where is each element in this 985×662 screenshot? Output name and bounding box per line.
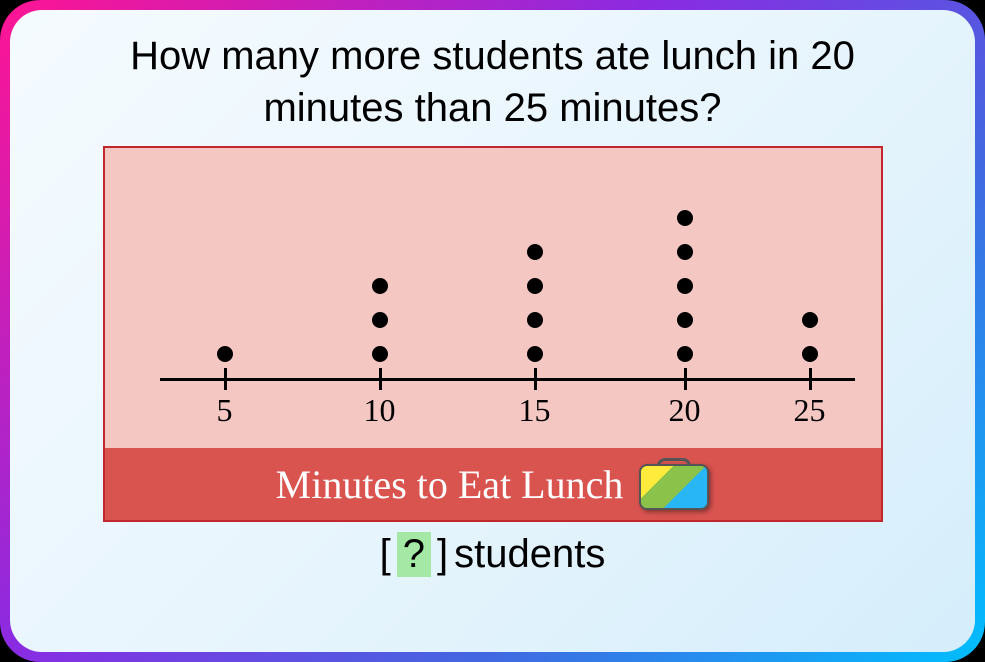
answer-input-slot[interactable]: ? — [397, 532, 431, 577]
data-dot — [527, 346, 543, 362]
outer-gradient-frame: How many more students ate lunch in 20 m… — [0, 0, 985, 662]
data-dot — [527, 244, 543, 260]
axis-tick-label: 25 — [794, 392, 826, 429]
bracket-close: ] — [437, 532, 448, 577]
card: How many more students ate lunch in 20 m… — [10, 10, 975, 652]
data-dot — [802, 312, 818, 328]
axis-tick-label: 5 — [217, 392, 233, 429]
axis-tick — [809, 368, 812, 390]
bracket-open: [ — [380, 532, 391, 577]
axis-tick-label: 20 — [669, 392, 701, 429]
data-dot — [677, 312, 693, 328]
data-dot — [527, 312, 543, 328]
data-dot — [372, 312, 388, 328]
data-dot — [802, 346, 818, 362]
chart-title: Minutes to Eat Lunch — [276, 461, 624, 508]
axis-tick — [684, 368, 687, 390]
dotplot-chart: 5 10 15 20 25 Minutes to Eat Lunch — [103, 146, 883, 522]
question-line-2: minutes than 25 minutes? — [263, 86, 721, 130]
data-dot — [527, 278, 543, 294]
data-dot — [677, 244, 693, 260]
data-dot — [677, 346, 693, 362]
axis-line — [160, 378, 855, 381]
axis-tick — [379, 368, 382, 390]
axis-tick-label: 10 — [364, 392, 396, 429]
lunchbox-icon — [639, 458, 709, 510]
data-dot — [677, 278, 693, 294]
data-dot — [677, 210, 693, 226]
answer-row: [?] students — [380, 532, 606, 577]
question-line-1: How many more students ate lunch in 20 — [130, 34, 855, 78]
chart-title-bar: Minutes to Eat Lunch — [105, 448, 881, 520]
question-text: How many more students ate lunch in 20 m… — [130, 30, 855, 134]
axis-tick — [224, 368, 227, 390]
axis-tick — [534, 368, 537, 390]
plot-area: 5 10 15 20 25 — [105, 148, 881, 448]
axis-tick-label: 15 — [519, 392, 551, 429]
data-dot — [372, 346, 388, 362]
data-dot — [217, 346, 233, 362]
data-dot — [372, 278, 388, 294]
answer-suffix: students — [454, 532, 605, 577]
